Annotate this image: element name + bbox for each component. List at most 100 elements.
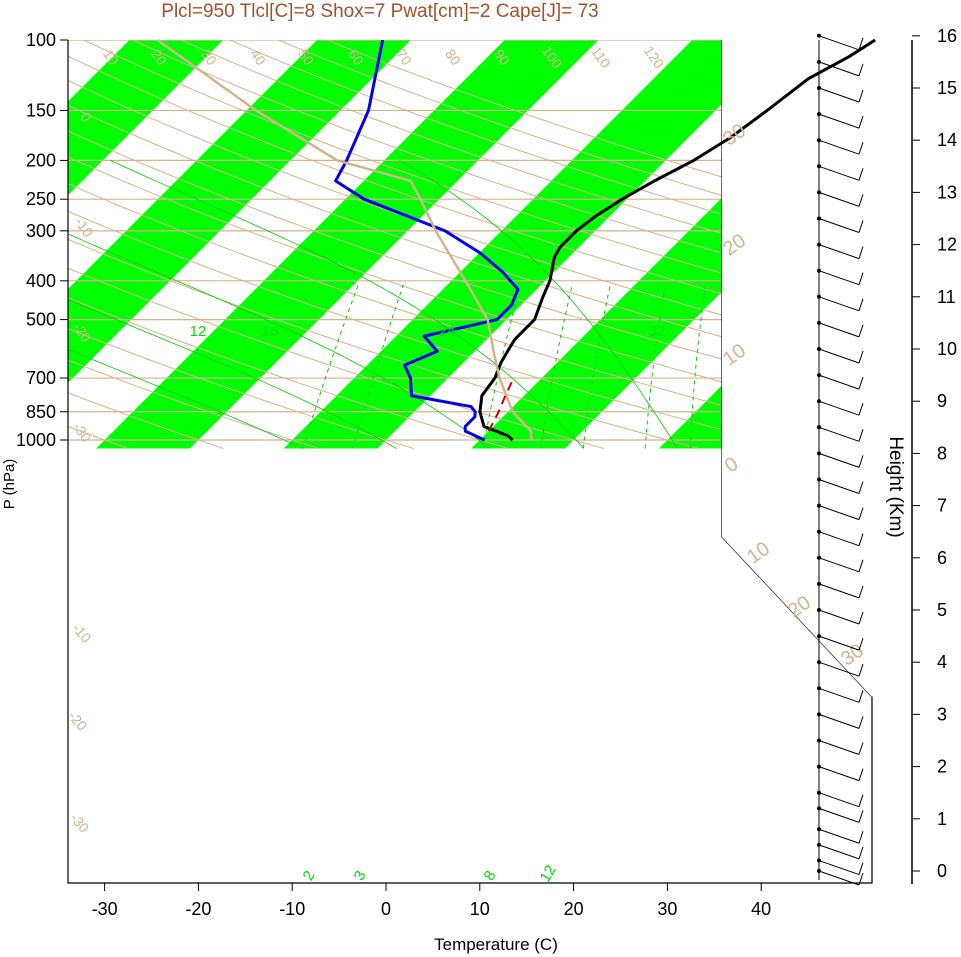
wind-barb-feather [858,794,864,807]
wind-level-dot [817,634,821,639]
wind-barb-feather [858,664,864,677]
wind-level-dot [817,112,821,117]
plot-area [67,38,876,884]
mixing-ratio-label: 3 [351,868,370,884]
wind-level-dot [817,294,821,299]
y-axis-label: P (hPa) [1,459,18,510]
isotherm-band [68,40,411,383]
y-tick-label: 100 [26,30,56,50]
height-tick-label: 5 [937,600,947,620]
x-tick-label: 0 [381,899,391,919]
chart-title: Plcl=950 Tlcl[C]=8 Shox=7 Pwat[cm]=2 Cap… [161,1,598,22]
wind-barb-feather [858,872,864,886]
wind-barb [818,792,860,808]
dry-adiabat-label: 40 [247,46,269,68]
y-tick-label: 850 [26,402,56,422]
wind-level-dot [817,242,821,247]
height-tick-label: 3 [937,704,947,724]
wind-level-dot [817,686,821,691]
wind-barb-feather [858,585,864,599]
isotherm-band [96,40,599,449]
dry-adiabat [68,267,604,449]
mixing-ratio-line [302,284,359,449]
dry-adiabat-label: -20 [65,708,90,734]
y-tick-label: 150 [26,100,56,120]
lcl-path-series-line [487,377,515,432]
height-tick-label: 7 [937,496,947,516]
wind-barb [818,687,860,703]
wind-level-dot [817,399,821,404]
wind-barb [818,61,860,77]
wind-level-dot [817,451,821,456]
wind-level-dot [817,608,821,612]
moist-adiabat [110,160,585,449]
mixing-ratio-label: 12 [190,323,207,340]
moist-adiabat [68,348,303,449]
mixing-ratio-label: 8 [481,868,500,884]
y-tick-label: 400 [26,271,56,291]
wind-level-dot [817,503,821,508]
isotherm-band [68,40,224,196]
wind-level-dot [817,59,821,64]
wind-barb-feather [858,716,864,729]
wind-barb-feather [858,742,864,755]
wind-barb-feather [858,246,864,259]
wind-barb [818,400,860,416]
wind-level-dot [817,581,821,586]
wind-barb [818,557,860,573]
wind-barb [818,505,860,521]
wind-barb [818,426,860,442]
y-tick-label: 500 [26,310,56,330]
dry-adiabat-label: -10 [72,214,97,240]
wind-barb [818,807,860,823]
height-tick-label: 13 [937,182,957,202]
wind-level-dot [817,190,821,195]
height-tick-label: 4 [937,652,947,672]
wind-level-dot [817,138,821,143]
wind-barb-feather [858,611,864,625]
wind-barb [818,348,860,364]
dewpoint-series-line [334,39,520,442]
moist-adiabat [68,298,397,449]
wind-barb [818,87,860,103]
height-tick-label: 0 [937,861,947,881]
wind-level-dot [817,555,821,560]
mixing-ratio-label: 12 [537,862,560,885]
mixing-ratio-line [482,284,521,449]
mixing-ratio-line [644,285,666,449]
isotherm-band [471,47,872,449]
dry-adiabat-label: 80 [442,46,464,68]
x-tick-label: 40 [751,899,771,919]
wind-barb-feather [858,455,864,468]
wind-level-dot [817,790,821,795]
y-tick-label: 700 [26,368,56,388]
frame-mask [722,40,872,697]
wind-barb [818,479,860,494]
wind-barb [818,139,860,155]
x-tick-label: -20 [185,899,211,919]
wind-barb [818,609,860,625]
wind-barb-feather [858,690,864,703]
wind-barb [818,828,860,844]
wind-level-dot [817,268,821,273]
wind-barb-feather [858,168,864,181]
mixing-ratio-line [540,284,573,449]
height-tick-label: 6 [937,548,947,568]
wind-barb [818,35,860,51]
mixing-ratio-label: 2 [300,868,319,884]
dry-adiabat [83,40,872,315]
wind-level-dot [817,712,821,717]
dry-adiabat [68,359,319,449]
dry-adiabat [132,40,872,296]
mixing-ratio-line [352,284,404,449]
height-tick-label: 16 [937,26,957,46]
wind-barb-feather [858,862,864,875]
dry-adiabat [68,238,700,449]
wind-barb-feather [858,220,864,233]
moist-adiabat-label: -10 [69,620,94,646]
x-tick-label: 20 [564,899,584,919]
dry-adiabat-label: -30 [70,419,95,445]
wind-level-dot [817,660,821,665]
wind-barb-feather [858,429,864,442]
